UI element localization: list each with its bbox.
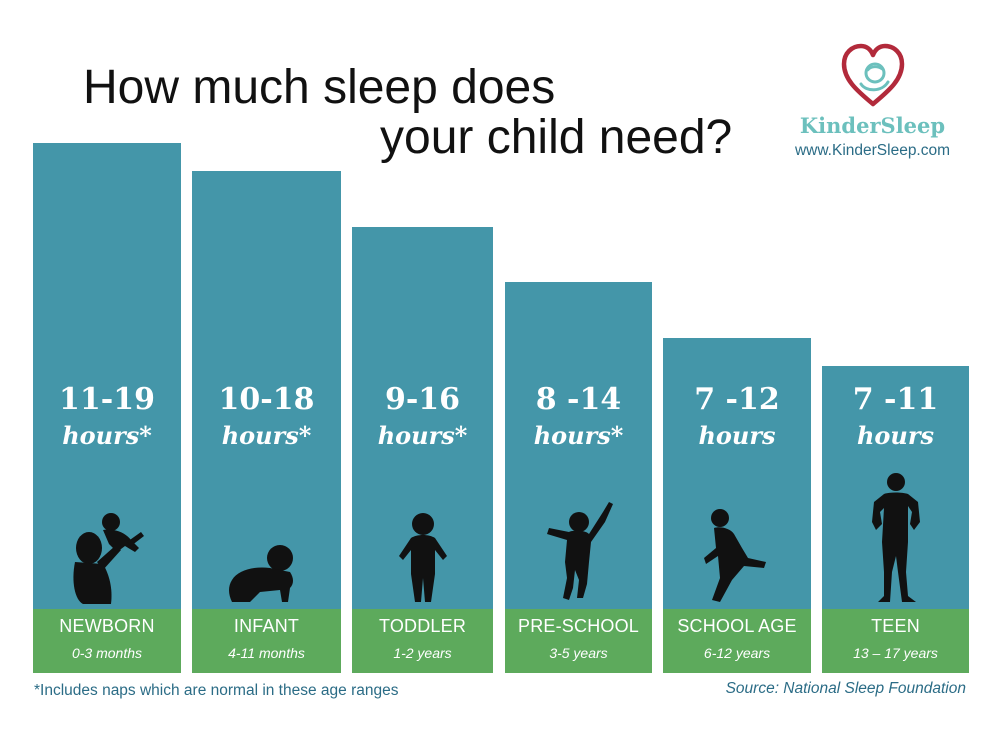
standing-teen-icon bbox=[870, 472, 922, 609]
bar-unit-label: hours bbox=[698, 420, 776, 450]
bar-unit-label: hours* bbox=[62, 421, 152, 450]
logo-website-link[interactable]: www.KinderSleep.com bbox=[794, 142, 951, 159]
bar-value-label: 11-19 bbox=[59, 382, 155, 417]
bar-newborn: 11-19 hours* NEWBORN 0-3 months bbox=[33, 143, 181, 673]
bar-infant: 10-18 hours* INFANT 4-11 months bbox=[192, 170, 341, 673]
logo-brand-name: KinderSleep bbox=[799, 113, 946, 138]
bar-unit-label: hours* bbox=[377, 420, 468, 450]
bar-teen: 7 -11 hours TEEN 13 – 17 years bbox=[822, 366, 969, 673]
category-label: INFANT bbox=[233, 615, 300, 636]
bar-toddler: 9-16 hours* TODDLER 1-2 years bbox=[352, 226, 493, 673]
bar-unit-label: hours bbox=[856, 420, 935, 450]
footnote: *Includes naps which are normal in these… bbox=[34, 682, 399, 699]
walking-toddler-icon bbox=[395, 512, 451, 609]
age-group-band: PRE-SCHOOL 3-5 years bbox=[505, 608, 652, 673]
age-range-label: 4-11 months bbox=[228, 644, 305, 661]
chart-title-line-1: How much sleep does bbox=[83, 61, 556, 114]
age-range-label: 0-3 months bbox=[71, 645, 143, 661]
category-label: TODDLER bbox=[378, 615, 467, 636]
kindersleep-logo[interactable]: KinderSleep www.KinderSleep.com bbox=[790, 42, 970, 172]
category-label: TEEN bbox=[871, 615, 920, 636]
source-note: Source: National Sleep Foundation bbox=[725, 680, 966, 697]
bar-pre-school: 8 -14 hours* PRE-SCHOOL 3-5 years bbox=[505, 282, 652, 673]
age-group-band: SCHOOL AGE 6-12 years bbox=[663, 608, 811, 673]
running-child-icon bbox=[702, 508, 772, 609]
age-range-label: 3-5 years bbox=[549, 644, 608, 661]
age-group-band: TEEN 13 – 17 years bbox=[822, 608, 969, 673]
heart-baby-logo-icon bbox=[841, 43, 905, 107]
bar-value-label: 9-16 bbox=[384, 381, 461, 417]
age-range-label: 6-12 years bbox=[703, 644, 771, 661]
bar-school-age: 7 -12 hours SCHOOL AGE 6-12 years bbox=[663, 338, 811, 673]
chart-title-line-2: your child need? bbox=[380, 111, 733, 164]
category-label: NEWBORN bbox=[59, 616, 155, 636]
age-group-band: INFANT 4-11 months bbox=[192, 608, 341, 673]
bar-value-label: 7 -11 bbox=[852, 381, 939, 417]
jumping-child-icon bbox=[543, 500, 615, 609]
category-label: PRE-SCHOOL bbox=[517, 615, 640, 636]
age-group-band: TODDLER 1-2 years bbox=[352, 608, 493, 673]
bar-value-label: 8 -14 bbox=[535, 381, 622, 417]
parent-lifting-baby-icon bbox=[67, 512, 147, 609]
bar-unit-label: hours* bbox=[533, 420, 624, 450]
category-label: SCHOOL AGE bbox=[677, 615, 797, 636]
bar-value-label: 7 -12 bbox=[694, 381, 780, 417]
bar-value-label: 10-18 bbox=[218, 381, 315, 417]
age-group-band: NEWBORN 0-3 months bbox=[33, 609, 181, 673]
age-range-label: 1-2 years bbox=[393, 644, 452, 661]
age-range-label: 13 – 17 years bbox=[853, 644, 938, 661]
crawling-infant-icon bbox=[228, 544, 306, 609]
bar-unit-label: hours* bbox=[221, 420, 312, 450]
